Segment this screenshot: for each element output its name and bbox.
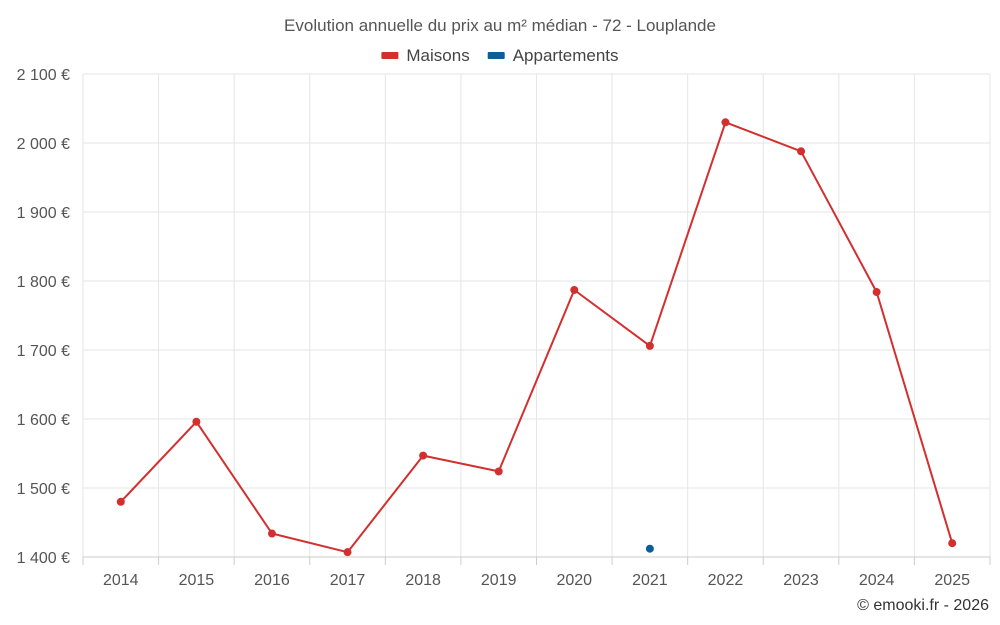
y-tick-label: 2 000 € bbox=[17, 136, 70, 153]
x-tick-label: 2024 bbox=[859, 572, 895, 589]
x-axis: 2014 2015 2016 2017 2018 2019 2020 2021 2022 2023… bbox=[82, 556, 991, 589]
data-point-maisons bbox=[645, 341, 654, 350]
data-point-maisons bbox=[948, 539, 957, 548]
y-axis: 1 400 € 1 500 € 1 600 € 1 700 € 1 800 € 1 900… bbox=[17, 67, 70, 567]
x-tick-label: 2020 bbox=[556, 572, 592, 589]
y-tick-label: 1 700 € bbox=[17, 343, 70, 360]
x-tick-label: 2014 bbox=[103, 572, 139, 589]
data-point-maisons bbox=[419, 451, 428, 460]
data-point-maisons bbox=[872, 288, 881, 297]
legend-swatch bbox=[487, 52, 505, 59]
legend-label: Maisons bbox=[406, 46, 469, 65]
chart-title: Evolution annuelle du prix au m² médian … bbox=[284, 16, 716, 35]
data-point-maisons bbox=[343, 548, 352, 557]
y-tick-label: 2 100 € bbox=[17, 67, 70, 84]
series-line-maisons bbox=[120, 121, 954, 554]
data-point-maisons bbox=[494, 467, 503, 476]
data-point-appartements bbox=[645, 544, 654, 553]
x-tick-label: 2018 bbox=[405, 572, 441, 589]
x-tick-label: 2025 bbox=[934, 572, 970, 589]
legend: Maisons Appartements bbox=[381, 46, 619, 65]
data-point-maisons bbox=[721, 118, 730, 127]
x-tick-label: 2019 bbox=[481, 572, 517, 589]
y-tick-label: 1 500 € bbox=[17, 481, 70, 498]
data-point-maisons bbox=[192, 417, 201, 426]
x-tick-label: 2021 bbox=[632, 572, 668, 589]
series-layer bbox=[116, 118, 957, 557]
x-tick-label: 2017 bbox=[330, 572, 366, 589]
legend-label: Appartements bbox=[513, 46, 619, 65]
x-tick-label: 2023 bbox=[783, 572, 819, 589]
grid bbox=[82, 73, 991, 557]
data-point-maisons bbox=[797, 147, 806, 156]
data-point-maisons bbox=[570, 285, 579, 294]
y-tick-label: 1 900 € bbox=[17, 205, 70, 222]
legend-swatch bbox=[381, 52, 399, 59]
data-point-maisons bbox=[116, 497, 125, 506]
x-tick-label: 2022 bbox=[708, 572, 744, 589]
y-tick-label: 1 600 € bbox=[17, 412, 70, 429]
x-tick-label: 2016 bbox=[254, 572, 290, 589]
y-tick-label: 1 800 € bbox=[17, 274, 70, 291]
data-point-maisons bbox=[267, 529, 276, 538]
chart-credit: © emooki.fr - 2026 bbox=[857, 597, 989, 614]
x-tick-label: 2015 bbox=[179, 572, 215, 589]
legend-item-maisons: Maisons bbox=[381, 46, 470, 65]
y-tick-label: 1 400 € bbox=[17, 550, 70, 567]
legend-item-appartements: Appartements bbox=[487, 46, 619, 65]
